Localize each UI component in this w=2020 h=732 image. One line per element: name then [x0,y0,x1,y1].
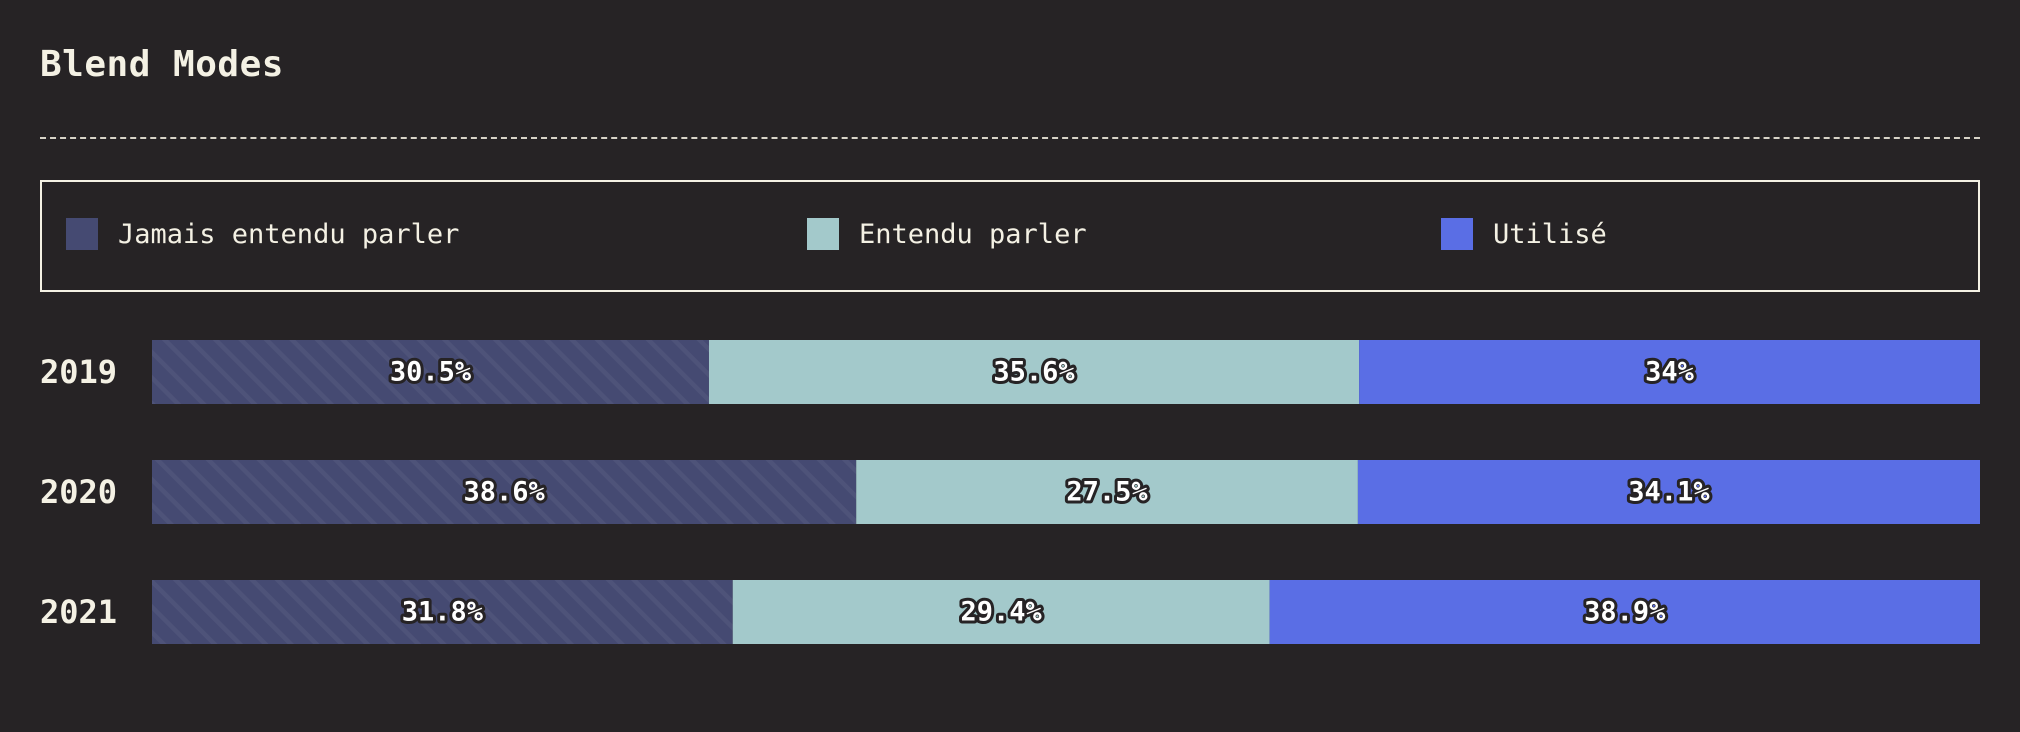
value-label-jamais-2021: 31.8% [402,597,484,628]
legend-label-entendu: Entendu parler [859,218,1087,250]
value-label-utilise-2020: 34.1% [1628,477,1710,508]
bar-hatch-2020 [152,460,857,524]
bar-utilise-2020[interactable] [1357,460,1980,524]
value-label-utilise-2019: 34% [1645,357,1695,388]
y-tick-label-2021: 2021 [40,593,117,631]
bar-hatch-2021 [152,580,733,644]
bar-entendu-2021[interactable] [732,580,1270,644]
legend-item-utilise[interactable]: Utilisé [1441,218,1607,250]
bar-utilise-2019[interactable] [1359,340,1980,404]
value-label-jamais-2020: 38.6% [463,477,545,508]
legend-item-jamais[interactable]: Jamais entendu parler [66,218,459,250]
legend: Jamais entendu parler Entendu parler Uti… [40,180,1980,292]
bar-utilise-2021[interactable] [1269,580,1980,644]
bar-hatch-2019 [152,340,709,404]
legend-swatch-entendu [807,218,839,250]
legend-swatch-jamais [66,218,98,250]
legend-item-entendu[interactable]: Entendu parler [807,218,1087,250]
value-label-jamais-2019: 30.5% [390,357,472,388]
legend-swatch-utilise [1441,218,1473,250]
value-label-entendu-2019: 35.6% [993,357,1075,388]
legend-label-utilise: Utilisé [1493,218,1607,250]
value-label-entendu-2021: 29.4% [961,597,1043,628]
y-tick-label-2020: 2020 [40,473,117,511]
value-label-utilise-2021: 38.9% [1584,597,1666,628]
value-label-entendu-2020: 27.5% [1066,477,1148,508]
bar-entendu-2020[interactable] [856,460,1358,524]
title-divider [40,137,1980,139]
chart-title: Blend Modes [40,44,284,85]
bar-entendu-2019[interactable] [708,340,1360,404]
y-tick-label-2019: 2019 [40,353,117,391]
legend-label-jamais: Jamais entendu parler [118,218,460,250]
